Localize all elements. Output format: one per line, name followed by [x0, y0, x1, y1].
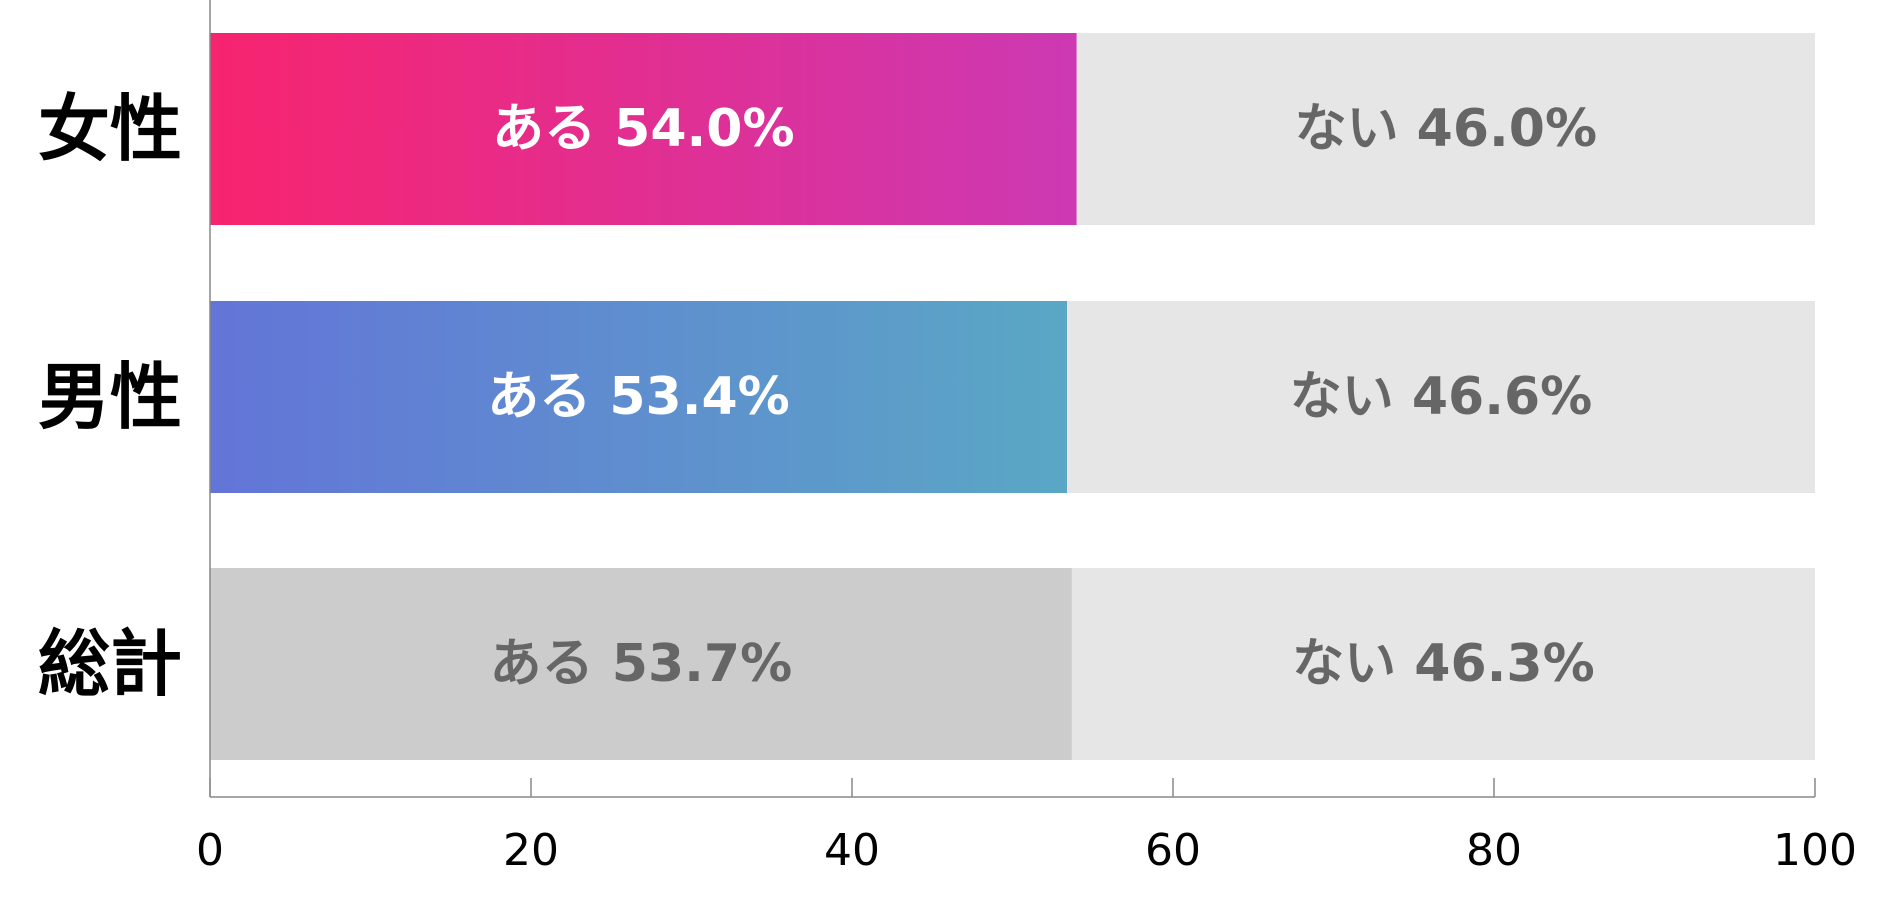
x-tick-label-20: 20 [503, 825, 559, 876]
bars-layer: ある 54.0% ない 46.0% ある 53.4% ない 46.6% ある 53.7%… [210, 33, 1815, 760]
label-no-total: ない 46.3% [1292, 634, 1595, 694]
bar-no-male [1067, 301, 1815, 493]
x-axis: 0 20 40 60 80 100 [196, 0, 1857, 876]
x-tick-label-40: 40 [824, 825, 880, 876]
label-yes-total: ある 53.7% [490, 634, 793, 694]
category-label-female: 女性 [38, 87, 182, 171]
x-tick-label-80: 80 [1466, 825, 1522, 876]
bar-yes-female [210, 33, 1077, 225]
bar-yes-male [210, 301, 1068, 493]
x-tick-label-60: 60 [1145, 825, 1201, 876]
bar-yes-total [210, 568, 1072, 760]
bar-no-female [1076, 33, 1815, 225]
x-tick-label-0: 0 [196, 825, 224, 876]
label-no-female: ない 46.0% [1295, 99, 1598, 159]
x-tick-label-100: 100 [1773, 825, 1857, 876]
category-label-male: 男性 [38, 355, 182, 439]
bar-no-total [1071, 568, 1815, 760]
label-yes-male: ある 53.4% [487, 367, 790, 427]
label-yes-female: ある 54.0% [492, 99, 795, 159]
label-no-male: ない 46.6% [1290, 367, 1593, 427]
category-label-total: 総計 [38, 622, 182, 706]
